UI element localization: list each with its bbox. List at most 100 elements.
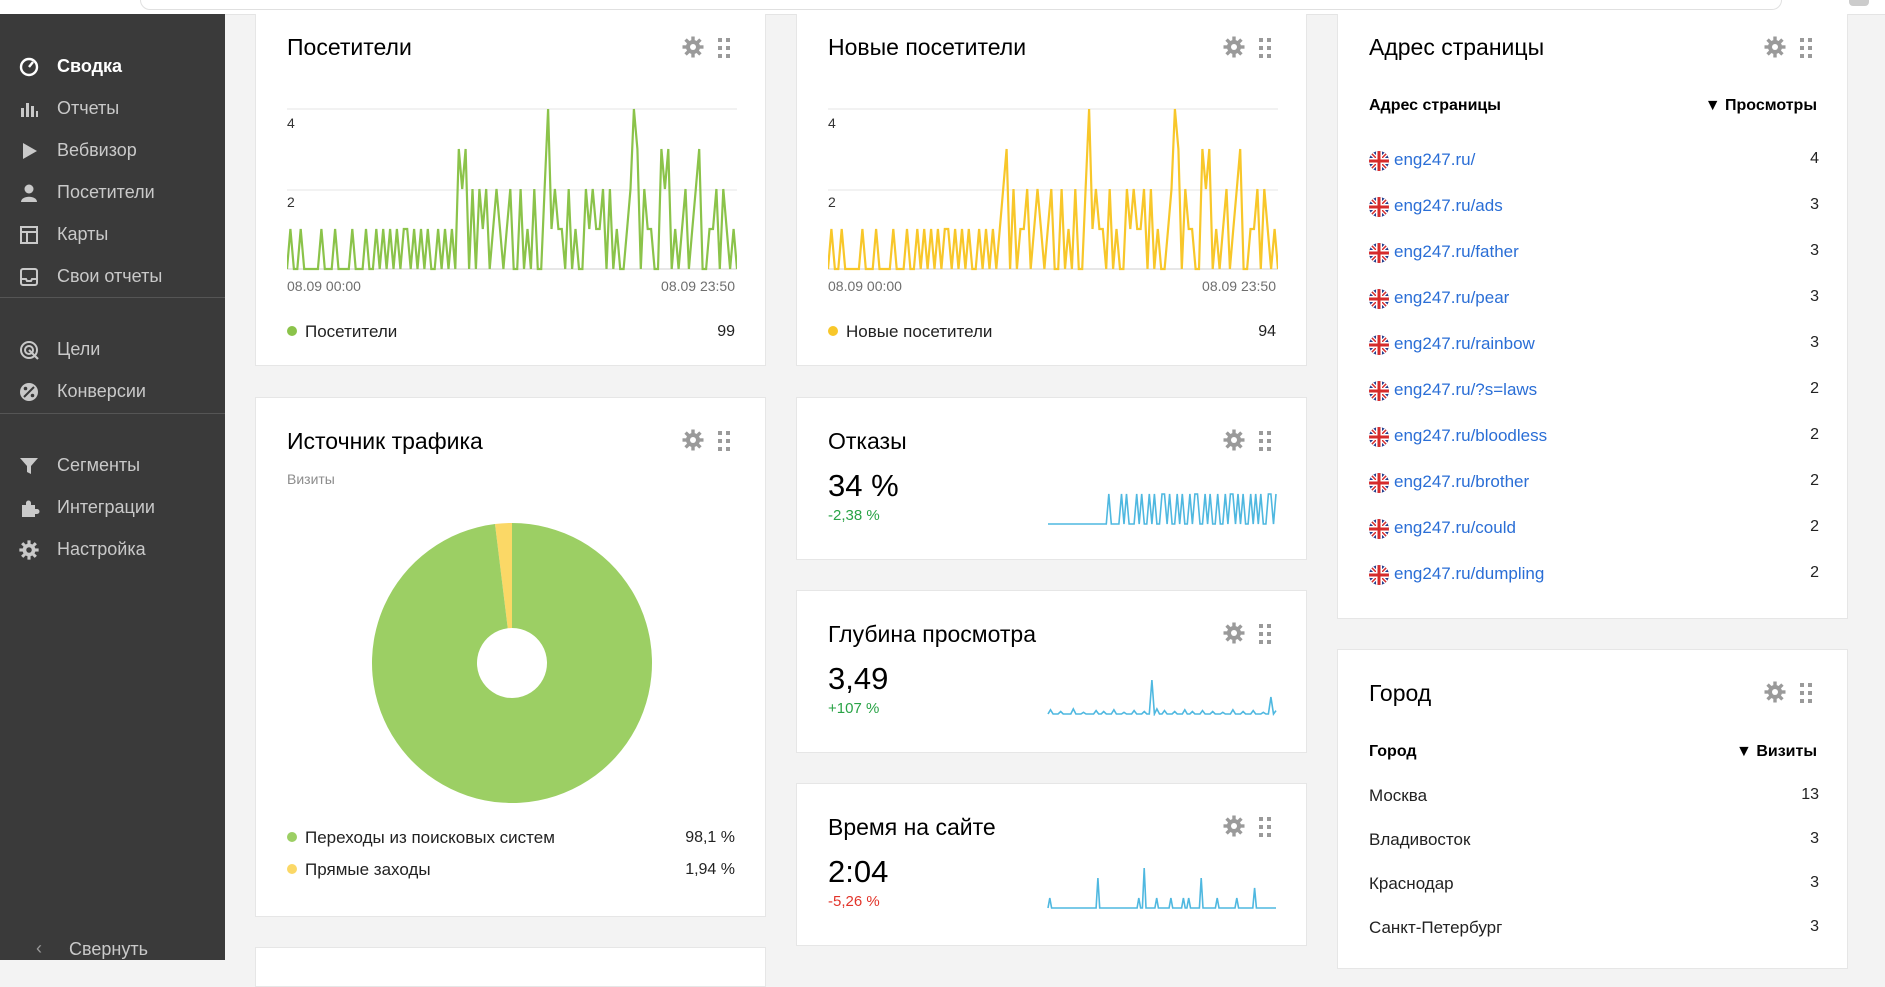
sidebar-collapse-button[interactable]: ‹ Свернуть [0, 931, 225, 965]
drag-handle-icon[interactable] [1799, 37, 1813, 59]
gear-icon [19, 540, 39, 560]
page-url-link[interactable]: eng247.ru/dumpling [1394, 564, 1545, 583]
sidebar-item-visitors[interactable]: Посетители [0, 175, 225, 209]
page-url-link[interactable]: eng247.ru/ads [1394, 196, 1503, 215]
legend-item[interactable]: Прямые заходы [287, 860, 431, 880]
views-value: 3 [1810, 334, 1819, 351]
settings-gear-icon[interactable] [1763, 35, 1787, 59]
drag-handle-icon[interactable] [717, 37, 731, 59]
page-url-link[interactable]: eng247.ru/ [1394, 150, 1476, 169]
table-row[interactable]: Москва 13 [1369, 786, 1819, 810]
gauge-icon [19, 57, 39, 77]
table-row[interactable]: Санкт-Петербург 3 [1369, 918, 1819, 942]
new-visitors-line-chart [828, 108, 1278, 271]
table-row: eng247.ru/ads 3 [1369, 194, 1819, 218]
uk-flag-icon [1369, 151, 1389, 171]
legend-dot [287, 832, 297, 842]
city-name: Краснодар [1369, 874, 1454, 893]
donut-slice[interactable] [372, 523, 652, 803]
chevron-left-icon: ‹ [36, 938, 42, 958]
widget-tools [681, 35, 737, 61]
views-value: 3 [1810, 196, 1819, 213]
page-url-link[interactable]: eng247.ru/could [1394, 518, 1516, 537]
column-header-visits-sort[interactable]: ▼ Визиты [1736, 743, 1817, 760]
sidebar-item-label: Свои отчеты [57, 266, 163, 286]
legend-item[interactable]: Посетители [287, 322, 397, 342]
widget-title: Посетители [287, 34, 412, 60]
kpi-value: 3,49 [828, 661, 889, 696]
visits-value: 3 [1810, 874, 1819, 891]
settings-gear-icon[interactable] [1222, 428, 1246, 452]
views-value: 2 [1810, 564, 1819, 581]
page-url-link[interactable]: eng247.ru/father [1394, 242, 1519, 261]
city-name: Санкт-Петербург [1369, 918, 1503, 937]
legend-label: Прямые заходы [305, 860, 431, 879]
legend-item[interactable]: Переходы из поисковых систем [287, 828, 555, 848]
sidebar-item-summary[interactable]: Сводка [0, 49, 225, 83]
page-url-link[interactable]: eng247.ru/pear [1394, 288, 1510, 307]
sidebar-item-settings[interactable]: Настройка [0, 532, 225, 566]
legend-label: Посетители [305, 322, 398, 341]
time-on-site-widget: Время на сайте 2:04 -5,26 % [796, 783, 1307, 946]
drag-handle-icon[interactable] [1258, 430, 1272, 452]
uk-flag-icon [1369, 243, 1389, 263]
legend-item[interactable]: Новые посетители [828, 322, 992, 342]
legend-value: 98,1 % [685, 829, 735, 846]
sidebar-divider [0, 297, 225, 298]
drag-handle-icon[interactable] [717, 430, 731, 452]
filter-icon [20, 458, 38, 474]
sidebar-item-integrations[interactable]: Интеграции [0, 490, 225, 524]
puzzle-icon [22, 500, 40, 517]
widget-title: Глубина просмотра [828, 621, 1036, 647]
table-row: eng247.ru/pear 3 [1369, 286, 1819, 310]
settings-gear-icon[interactable] [1222, 814, 1246, 838]
settings-gear-icon[interactable] [1763, 680, 1787, 704]
table-row[interactable]: Краснодар 3 [1369, 874, 1819, 898]
sparkline-line [1047, 867, 1276, 909]
widget-subtitle: Визиты [287, 471, 335, 487]
sidebar-item-reports[interactable]: Отчеты [0, 91, 225, 125]
donut-slice[interactable] [494, 523, 512, 629]
sidebar-item-label: Сводка [57, 56, 123, 76]
kpi-value: 2:04 [828, 854, 889, 889]
sidebar-item-custom-reports[interactable]: Свои отчеты [0, 259, 225, 293]
sidebar-item-webvisor[interactable]: Вебвизор [0, 133, 225, 167]
drag-handle-icon[interactable] [1258, 623, 1272, 645]
table-row: eng247.ru/bloodless 2 [1369, 424, 1819, 448]
profile-avatar[interactable] [1849, 0, 1869, 6]
y-tick-label: 4 [828, 115, 836, 131]
bounce-widget: Отказы 34 % -2,38 % [796, 397, 1307, 560]
sidebar-item-label: Отчеты [57, 98, 120, 118]
sidebar-item-segments[interactable]: Сегменты [0, 448, 225, 482]
table-row[interactable]: Владивосток 3 [1369, 830, 1819, 854]
table-row: eng247.ru/brother 2 [1369, 470, 1819, 494]
views-value: 2 [1810, 380, 1819, 397]
inbox-icon [20, 268, 38, 286]
sidebar-item-conversions[interactable]: Конверсии [0, 374, 225, 408]
settings-gear-icon[interactable] [1222, 621, 1246, 645]
settings-gear-icon[interactable] [681, 428, 705, 452]
page-url-link[interactable]: eng247.ru/bloodless [1394, 426, 1548, 445]
widget-tools [1763, 680, 1819, 706]
sidebar-item-goals[interactable]: Цели [0, 332, 225, 366]
settings-gear-icon[interactable] [681, 35, 705, 59]
column-header-views-sort[interactable]: ▼ Просмотры [1704, 97, 1817, 114]
new-visitors-series-line [828, 108, 1278, 271]
y-tick-label: 2 [287, 194, 295, 210]
page-url-link[interactable]: eng247.ru/?s=laws [1394, 380, 1538, 399]
address-bar[interactable] [140, 0, 1782, 10]
uk-flag-icon [1369, 473, 1389, 493]
drag-handle-icon[interactable] [1258, 37, 1272, 59]
visits-value: 3 [1810, 830, 1819, 847]
map-layout-icon [20, 226, 38, 244]
settings-gear-icon[interactable] [1222, 35, 1246, 59]
depth-widget: Глубина просмотра 3,49 +107 % [796, 590, 1307, 753]
sidebar-item-maps[interactable]: Карты [0, 217, 225, 251]
x-axis-start-label: 08.09 00:00 [287, 278, 361, 294]
drag-handle-icon[interactable] [1258, 816, 1272, 838]
views-value: 3 [1810, 242, 1819, 259]
drag-handle-icon[interactable] [1799, 682, 1813, 704]
page-url-link[interactable]: eng247.ru/rainbow [1394, 334, 1535, 353]
page-url-link[interactable]: eng247.ru/brother [1394, 472, 1530, 491]
user-icon [21, 184, 37, 202]
